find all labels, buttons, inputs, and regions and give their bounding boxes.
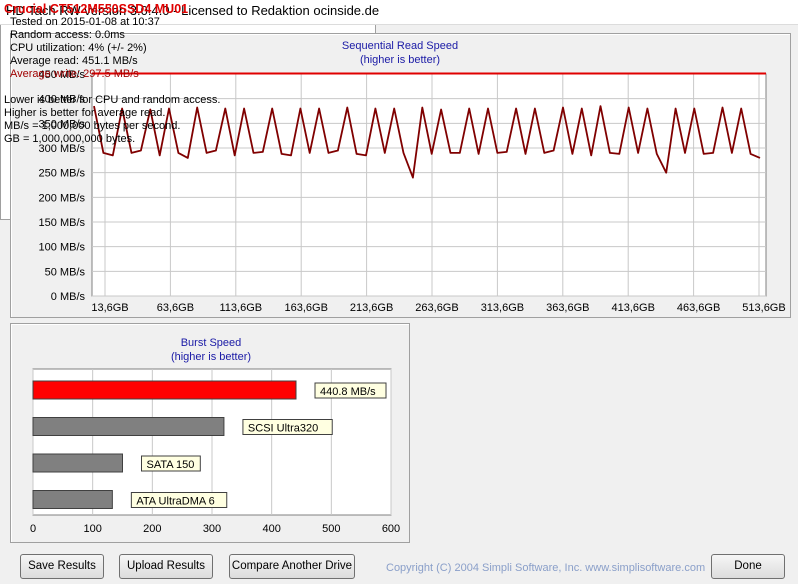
seq-chart-title: Sequential Read Speed bbox=[342, 40, 458, 52]
seq-x-tick-label: 113,6GB bbox=[219, 302, 262, 314]
seq-x-tick-label: 263,6GB bbox=[415, 302, 458, 314]
burst-speed-chart: Burst Speed (higher is better) 440.8 MB/… bbox=[30, 337, 400, 535]
burst-bar-label: 440.8 MB/s bbox=[320, 386, 376, 398]
burst-chart-subtitle: (higher is better) bbox=[171, 351, 251, 363]
burst-x-tick-label: 500 bbox=[322, 523, 340, 535]
seq-y-tick-label: 100 MB/s bbox=[39, 242, 86, 254]
seq-y-tick-label: 450 MB/s bbox=[39, 69, 86, 81]
burst-x-tick-label: 600 bbox=[382, 523, 400, 535]
window-title: HD Tach RW version 3.0.4.0 - Licensed to… bbox=[6, 3, 380, 18]
average-write: Average write: 297.5 MB/s bbox=[10, 68, 139, 80]
cpu-utilization: CPU utilization: 4% (+/- 2%) bbox=[10, 42, 147, 54]
seq-x-tick-label: 513,6GB bbox=[742, 302, 785, 314]
sequential-read-panel: Sequential Read Speed (higher is better)… bbox=[10, 33, 791, 318]
seq-y-tick-label: 50 MB/s bbox=[45, 266, 86, 278]
note-read: Higher is better for average read. bbox=[4, 107, 166, 119]
note-gb: GB = 1,000,000,000 bytes. bbox=[4, 133, 136, 145]
seq-y-tick-label: 250 MB/s bbox=[39, 168, 86, 180]
seq-x-tick-label: 213,6GB bbox=[350, 302, 393, 314]
seq-y-tick-label: 0 MB/s bbox=[51, 291, 86, 303]
seq-y-tick-label: 300 MB/s bbox=[39, 143, 86, 155]
note-cpu: Lower is better for CPU and random acces… bbox=[4, 94, 221, 106]
seq-y-tick-label: 150 MB/s bbox=[39, 217, 86, 229]
sequential-read-chart: Sequential Read Speed (higher is better)… bbox=[39, 40, 786, 314]
seq-x-tick-label: 413,6GB bbox=[611, 302, 654, 314]
seq-x-tick-label: 63,6GB bbox=[157, 302, 194, 314]
burst-speed-panel: Burst Speed (higher is better) 440.8 MB/… bbox=[10, 323, 410, 543]
seq-plot-area bbox=[91, 73, 767, 297]
burst-x-tick-label: 200 bbox=[143, 523, 161, 535]
burst-bar-label-box bbox=[242, 419, 333, 435]
seq-x-tick-label: 363,6GB bbox=[546, 302, 589, 314]
done-button[interactable]: Done bbox=[711, 554, 785, 579]
seq-x-tick-label: 313,6GB bbox=[481, 302, 524, 314]
seq-x-tick-label: 13,6GB bbox=[91, 302, 128, 314]
seq-x-tick-label: 163,6GB bbox=[284, 302, 327, 314]
average-read: Average read: 451.1 MB/s bbox=[10, 55, 138, 67]
seq-y-tick-label: 350 MB/s bbox=[39, 118, 86, 130]
burst-bar-label-box bbox=[314, 382, 387, 399]
burst-x-tick-label: 0 bbox=[30, 523, 36, 535]
burst-bar-label: SCSI Ultra320 bbox=[248, 423, 318, 435]
seq-write-series-line bbox=[93, 105, 761, 179]
burst-x-tick-label: 300 bbox=[203, 523, 221, 535]
seq-y-tick-label: 200 MB/s bbox=[39, 192, 86, 204]
upload-results-button[interactable]: Upload Results bbox=[119, 554, 213, 579]
burst-x-tick-label: 100 bbox=[83, 523, 101, 535]
seq-chart-subtitle: (higher is better) bbox=[360, 54, 440, 66]
random-access: Random access: 0.0ms bbox=[10, 29, 125, 41]
copyright-text: Copyright (C) 2004 Simpli Software, Inc.… bbox=[386, 562, 706, 574]
burst-bar-label-box bbox=[141, 455, 201, 472]
seq-y-tick-label: 400 MB/s bbox=[39, 94, 86, 106]
burst-chart-title: Burst Speed bbox=[181, 337, 242, 349]
burst-x-tick-label: 400 bbox=[262, 523, 280, 535]
title-bar: HD Tach RW version 3.0.4.0 - Licensed to… bbox=[0, 0, 798, 25]
compare-drive-button[interactable]: Compare Another Drive bbox=[229, 554, 355, 579]
burst-bar-reference bbox=[32, 453, 123, 473]
seq-x-tick-label: 463,6GB bbox=[677, 302, 720, 314]
burst-bar-drive bbox=[32, 380, 297, 400]
burst-bar-label-box bbox=[130, 492, 228, 508]
save-results-button[interactable]: Save Results bbox=[20, 554, 104, 579]
burst-bar-reference bbox=[32, 417, 225, 436]
burst-bar-reference bbox=[32, 490, 113, 509]
note-mbs: MB/s = 1,000,000 bytes per second. bbox=[4, 120, 181, 132]
tested-date: Tested on 2015-01-08 at 10:37 bbox=[10, 16, 160, 28]
burst-bar-label: SATA 150 bbox=[147, 459, 195, 471]
drive-name: Crucial CT512M550SSD4 MU01 bbox=[4, 2, 189, 16]
burst-bar-label: ATA UltraDMA 6 bbox=[136, 496, 214, 508]
